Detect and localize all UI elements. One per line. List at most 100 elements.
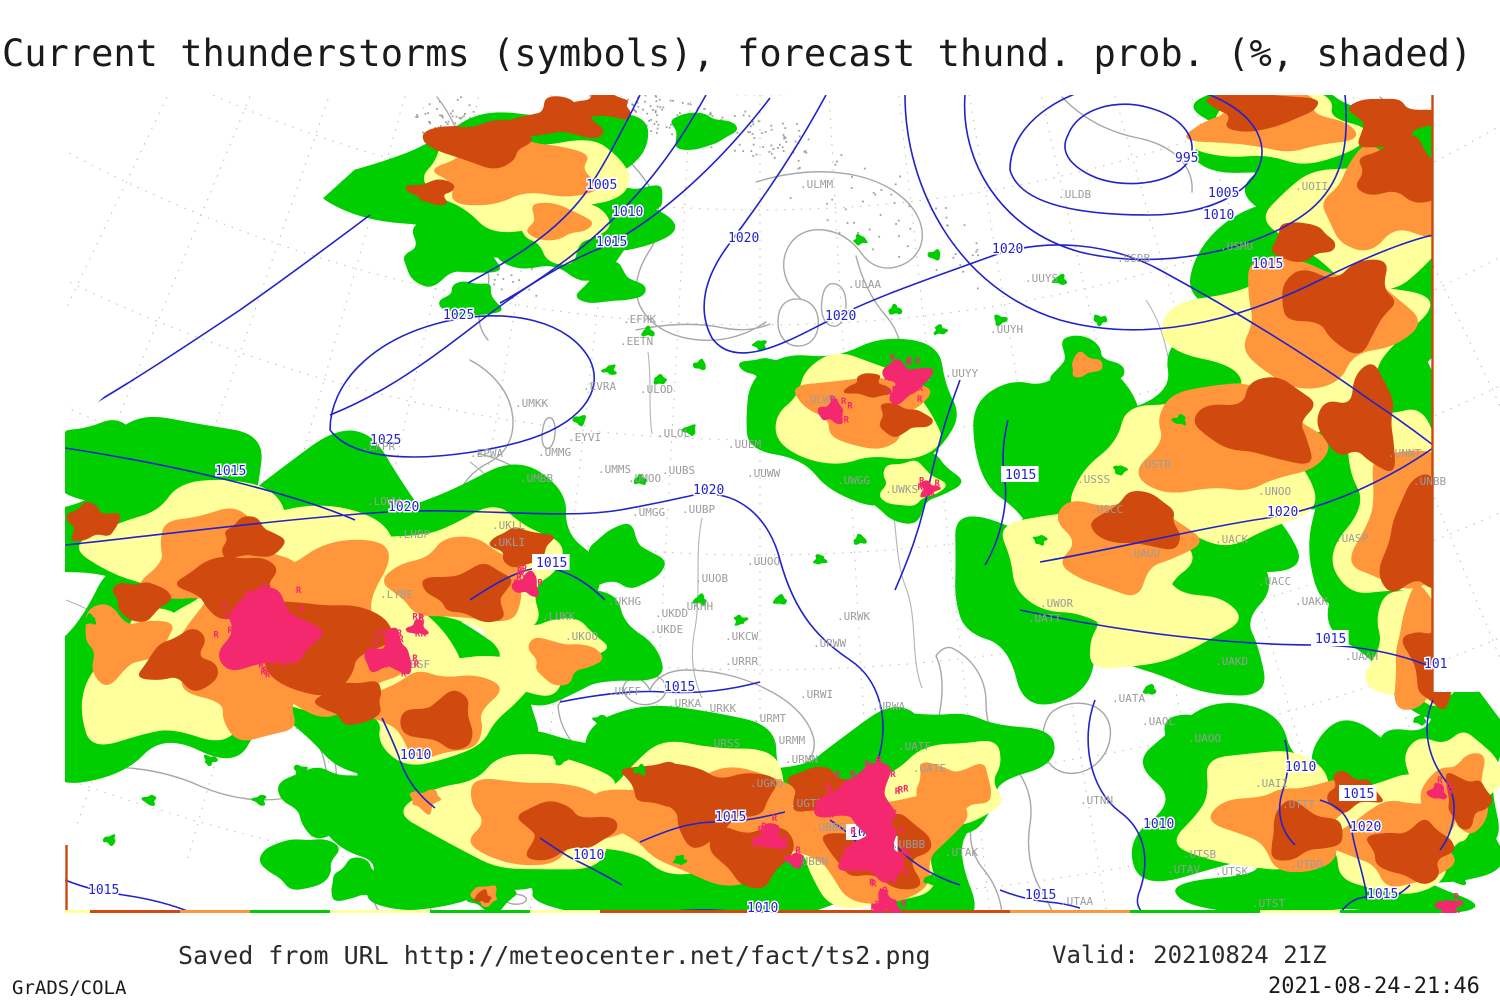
thunderstorm-icon: R [886, 388, 892, 398]
shading-region-yellow [1080, 574, 1239, 669]
creation-timestamp-text: 2021-08-24-21:46 [1268, 974, 1480, 999]
shading-region-green [331, 857, 397, 901]
isobar-label: 1025 [443, 308, 474, 323]
station-label: .UUOO [747, 555, 780, 568]
shading-region-green [739, 358, 801, 390]
shading-region-red [1091, 490, 1180, 550]
storm-cluster-blob [919, 480, 941, 498]
thunderstorm-icon: R [889, 372, 895, 382]
station-label: .UUBP [682, 503, 715, 516]
station-label: .UKLL [492, 519, 525, 532]
thunderstorm-icon: R [847, 864, 853, 874]
isobar-label: 995 [1175, 151, 1198, 166]
station-label: .UWKS [885, 483, 918, 496]
coastline [457, 359, 514, 499]
thunderstorm-icon: R [263, 666, 269, 676]
station-label: .UKHG [608, 595, 641, 608]
isobar-label-box [1001, 466, 1039, 482]
shading-region-red [1349, 98, 1447, 148]
shading-region-orange [1072, 351, 1103, 378]
thunderstorm-icon: R [213, 631, 219, 641]
shading-speckle [633, 473, 647, 485]
shading-speckle [888, 303, 903, 315]
thunderstorm-icon: R [871, 879, 877, 889]
thunderstorm-icon: R [918, 483, 924, 493]
station-label: .URRR [725, 655, 758, 668]
isobar-label: 1010 [1143, 817, 1174, 832]
thunderstorm-icon: R [762, 839, 768, 849]
shading-region-red [509, 96, 604, 139]
shading-speckle [793, 874, 808, 886]
shading-region-red [1445, 772, 1493, 830]
station-label: .UTDD [1290, 858, 1323, 871]
station-label: .UMOO [628, 472, 661, 485]
station-label: .UUYS [1025, 272, 1058, 285]
thunderstorm-icon: R [1446, 781, 1452, 791]
station-label: .ULAA [848, 278, 881, 291]
shading-region-red [1366, 819, 1455, 884]
isobar-contour-line [1039, 447, 1434, 563]
thunderstorm-icon: R [892, 877, 898, 887]
thunderstorm-icon: R [418, 613, 424, 623]
saved-from-url-text: Saved from URL http://meteocenter.net/fa… [178, 941, 931, 970]
shading-speckle [592, 714, 607, 726]
isobar-label: 1010 [612, 205, 643, 220]
thunderstorm-icon: R [935, 479, 941, 489]
station-label: .USSS [1077, 473, 1110, 486]
shading-region-orange [1323, 145, 1461, 251]
storm-cluster-blob [364, 627, 412, 675]
isobar-label: 1020 [992, 242, 1023, 257]
isobar-label: 1020 [825, 309, 856, 324]
shading-region-red [138, 628, 219, 691]
shading-region-orange [85, 604, 173, 686]
station-label: .ULOD [640, 383, 673, 396]
shading-region-green [403, 219, 501, 287]
station-label: .URKK [703, 702, 736, 715]
shading-speckle [1051, 273, 1068, 285]
isobar-contour-line [65, 214, 371, 421]
thunderstorm-icon: R [871, 903, 877, 913]
shading-region-red [1356, 135, 1449, 203]
station-label: .EVRA [583, 380, 616, 393]
station-labels: .ULMM .ULDB .ULAA .UUYS .UUYH .USDB .USMU .UOII… [362, 178, 1446, 910]
isobar-label: 1010 [747, 901, 778, 916]
shading-speckle [1333, 733, 1348, 746]
thunderstorm-icon: R [514, 579, 520, 589]
thunderstorm-icon: R [516, 573, 522, 583]
thunderstorm-icon: R [1458, 900, 1464, 910]
station-label: .UTAV [1167, 863, 1200, 876]
thunderstorm-icon: R [270, 659, 276, 669]
station-label: .UMGG [632, 506, 665, 519]
station-label: .EETN [620, 335, 653, 348]
thunderstorm-icon: R [918, 384, 924, 394]
station-label: .UUYH [990, 323, 1023, 336]
shading-region-red [566, 95, 631, 120]
thunderstorm-icon: R [261, 583, 267, 593]
station-label: .URMM [772, 734, 805, 747]
coastline [1042, 702, 1111, 774]
isobar-contour-line [1339, 884, 1411, 913]
shading-speckle [772, 593, 788, 605]
thunderstorm-icon: R [901, 900, 907, 910]
isobar-label: 1020 [693, 483, 724, 498]
station-label: .UAII [1255, 777, 1288, 790]
shading-speckle [1222, 684, 1238, 695]
shading-speckle [853, 233, 868, 246]
thunderstorm-icon: R [382, 661, 388, 671]
thunderstorm-icon: R [823, 412, 829, 422]
thunderstorm-icon: R [754, 838, 760, 848]
thunderstorm-icon: R [1448, 786, 1454, 796]
station-label: .UKHH [680, 600, 713, 613]
isobar-label: 1015 [1005, 468, 1036, 483]
thunderstorm-icon: R [758, 825, 764, 835]
thunderstorm-icon: R [519, 570, 525, 580]
station-label: .UUYY [945, 367, 978, 380]
thunderstorm-icon: R [834, 797, 840, 807]
isobar-label: 1015 [664, 680, 695, 695]
thunderstorm-icon: R [421, 630, 427, 640]
storm-cluster-blob [751, 823, 788, 850]
isobar-label: 1020 [1350, 820, 1381, 835]
thunderstorm-icon: R [281, 660, 287, 670]
station-label: .UKLI [492, 536, 525, 549]
